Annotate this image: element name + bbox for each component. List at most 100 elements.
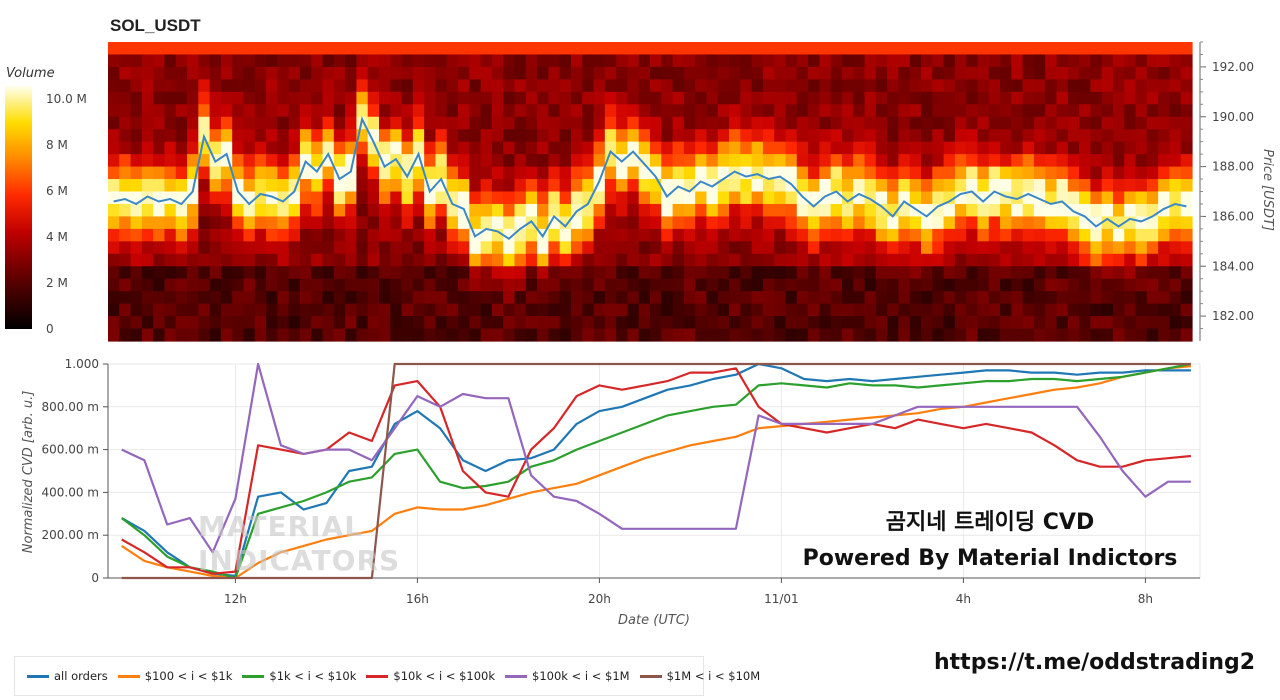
- heatmap-cell: [458, 291, 470, 305]
- legend-item[interactable]: $1k < i < $10k: [242, 669, 356, 683]
- legend-item[interactable]: $100k < i < $1M: [505, 669, 630, 683]
- heatmap-cell: [288, 216, 301, 230]
- heatmap-cell: [1146, 42, 1159, 56]
- heatmap-cell: [1180, 191, 1193, 205]
- heatmap-cell: [1169, 54, 1182, 68]
- heatmap-cell: [288, 54, 301, 68]
- heatmap-cell: [751, 291, 764, 305]
- heatmap-cell: [514, 291, 527, 305]
- telegram-link[interactable]: https://t.me/oddstrading2: [934, 650, 1256, 675]
- heatmap-cell: [175, 328, 188, 342]
- heatmap-cell: [1169, 179, 1182, 193]
- heatmap-cell: [695, 129, 708, 143]
- heatmap-cell: [1180, 116, 1193, 130]
- heatmap-cell: [932, 203, 945, 218]
- heatmap-cell: [277, 191, 290, 205]
- heatmap-cell: [1000, 42, 1012, 56]
- heatmap-cell: [175, 228, 188, 242]
- legend-item[interactable]: $1M < i < $10M: [639, 669, 760, 683]
- legend-item[interactable]: $10k < i < $100k: [366, 669, 495, 683]
- heatmap-cell: [909, 216, 922, 230]
- heatmap-cell: [932, 303, 945, 317]
- heatmap-cell: [638, 91, 651, 105]
- heatmap-cell: [367, 154, 380, 168]
- heatmap-cell: [582, 266, 595, 280]
- heatmap-cell: [977, 154, 990, 168]
- heatmap-cell: [954, 129, 967, 143]
- heatmap-cell: [299, 266, 312, 280]
- heatmap-cell: [638, 141, 651, 155]
- heatmap-cell: [1135, 116, 1148, 130]
- heatmap-cell: [164, 316, 177, 330]
- heatmap-cell: [1090, 154, 1103, 168]
- heatmap-cell: [435, 66, 448, 80]
- heatmap-cell: [175, 203, 188, 218]
- heatmap-cell: [108, 179, 120, 193]
- heatmap-cell: [367, 54, 380, 68]
- heatmap-cell: [796, 42, 809, 56]
- heatmap-cell: [232, 266, 245, 280]
- heatmap-cell: [559, 253, 572, 267]
- heatmap-cell: [616, 42, 629, 56]
- heatmap-cell: [751, 191, 764, 205]
- heatmap-cell: [446, 91, 459, 105]
- cvd-y-tick-label: 600.00 m: [42, 443, 100, 457]
- heatmap-cell: [514, 179, 527, 193]
- heatmap-cell: [548, 129, 561, 143]
- heatmap-cell: [1090, 79, 1103, 93]
- heatmap-cell: [853, 166, 866, 180]
- heatmap-cell: [514, 303, 527, 317]
- heatmap-cell: [458, 241, 470, 255]
- legend-item[interactable]: $100 < i < $1k: [117, 669, 232, 683]
- heatmap-cell: [1101, 116, 1114, 130]
- heatmap-cell: [650, 291, 662, 305]
- heatmap-cell: [141, 316, 154, 330]
- heatmap-cell: [1022, 216, 1035, 230]
- heatmap-cell: [367, 141, 380, 155]
- heatmap-cell: [401, 253, 414, 267]
- heatmap-cell: [841, 216, 854, 230]
- heatmap-cell: [638, 228, 651, 242]
- heatmap-cell: [954, 54, 967, 68]
- heatmap-cell: [672, 54, 685, 68]
- heatmap-cell: [243, 266, 256, 280]
- heatmap-cell: [1022, 303, 1035, 317]
- heatmap-cell: [785, 203, 798, 218]
- legend-item[interactable]: all orders: [27, 669, 108, 683]
- heatmap-cell: [898, 303, 911, 317]
- heatmap-cell: [345, 116, 358, 130]
- heatmap-cell: [1045, 216, 1058, 230]
- heatmap-cell: [266, 179, 278, 193]
- heatmap-cell: [898, 216, 911, 230]
- heatmap-cell: [1124, 241, 1137, 255]
- heatmap-cell: [1033, 116, 1046, 130]
- heatmap-cell: [514, 241, 527, 255]
- heatmap-cell: [153, 42, 166, 56]
- heatmap-cell: [1090, 54, 1103, 68]
- heatmap-cell: [864, 116, 877, 130]
- heatmap-cell: [1158, 228, 1171, 242]
- heatmap-cell: [401, 241, 414, 255]
- heatmap-cell: [683, 303, 696, 317]
- heatmap-cell: [808, 91, 820, 105]
- heatmap-cell: [299, 79, 312, 93]
- heatmap-cell: [537, 179, 549, 193]
- heatmap-cell: [638, 79, 651, 93]
- heatmap-cell: [220, 278, 233, 292]
- heatmap-cell: [695, 166, 708, 180]
- heatmap-cell: [1045, 241, 1058, 255]
- heatmap-cell: [491, 228, 504, 242]
- heatmap-cell: [977, 191, 990, 205]
- cvd-x-tick-label: 4h: [956, 592, 971, 606]
- heatmap-cell: [853, 303, 866, 317]
- heatmap-cell: [130, 203, 143, 218]
- heatmap-cell: [638, 166, 651, 180]
- heatmap-cell: [1158, 241, 1171, 255]
- heatmap-cell: [412, 316, 425, 330]
- heatmap-cell: [751, 328, 764, 342]
- heatmap-cell: [604, 216, 617, 230]
- heatmap-cell: [683, 228, 696, 242]
- heatmap-cell: [1022, 116, 1035, 130]
- heatmap-cell: [875, 54, 888, 68]
- heatmap-cell: [333, 316, 346, 330]
